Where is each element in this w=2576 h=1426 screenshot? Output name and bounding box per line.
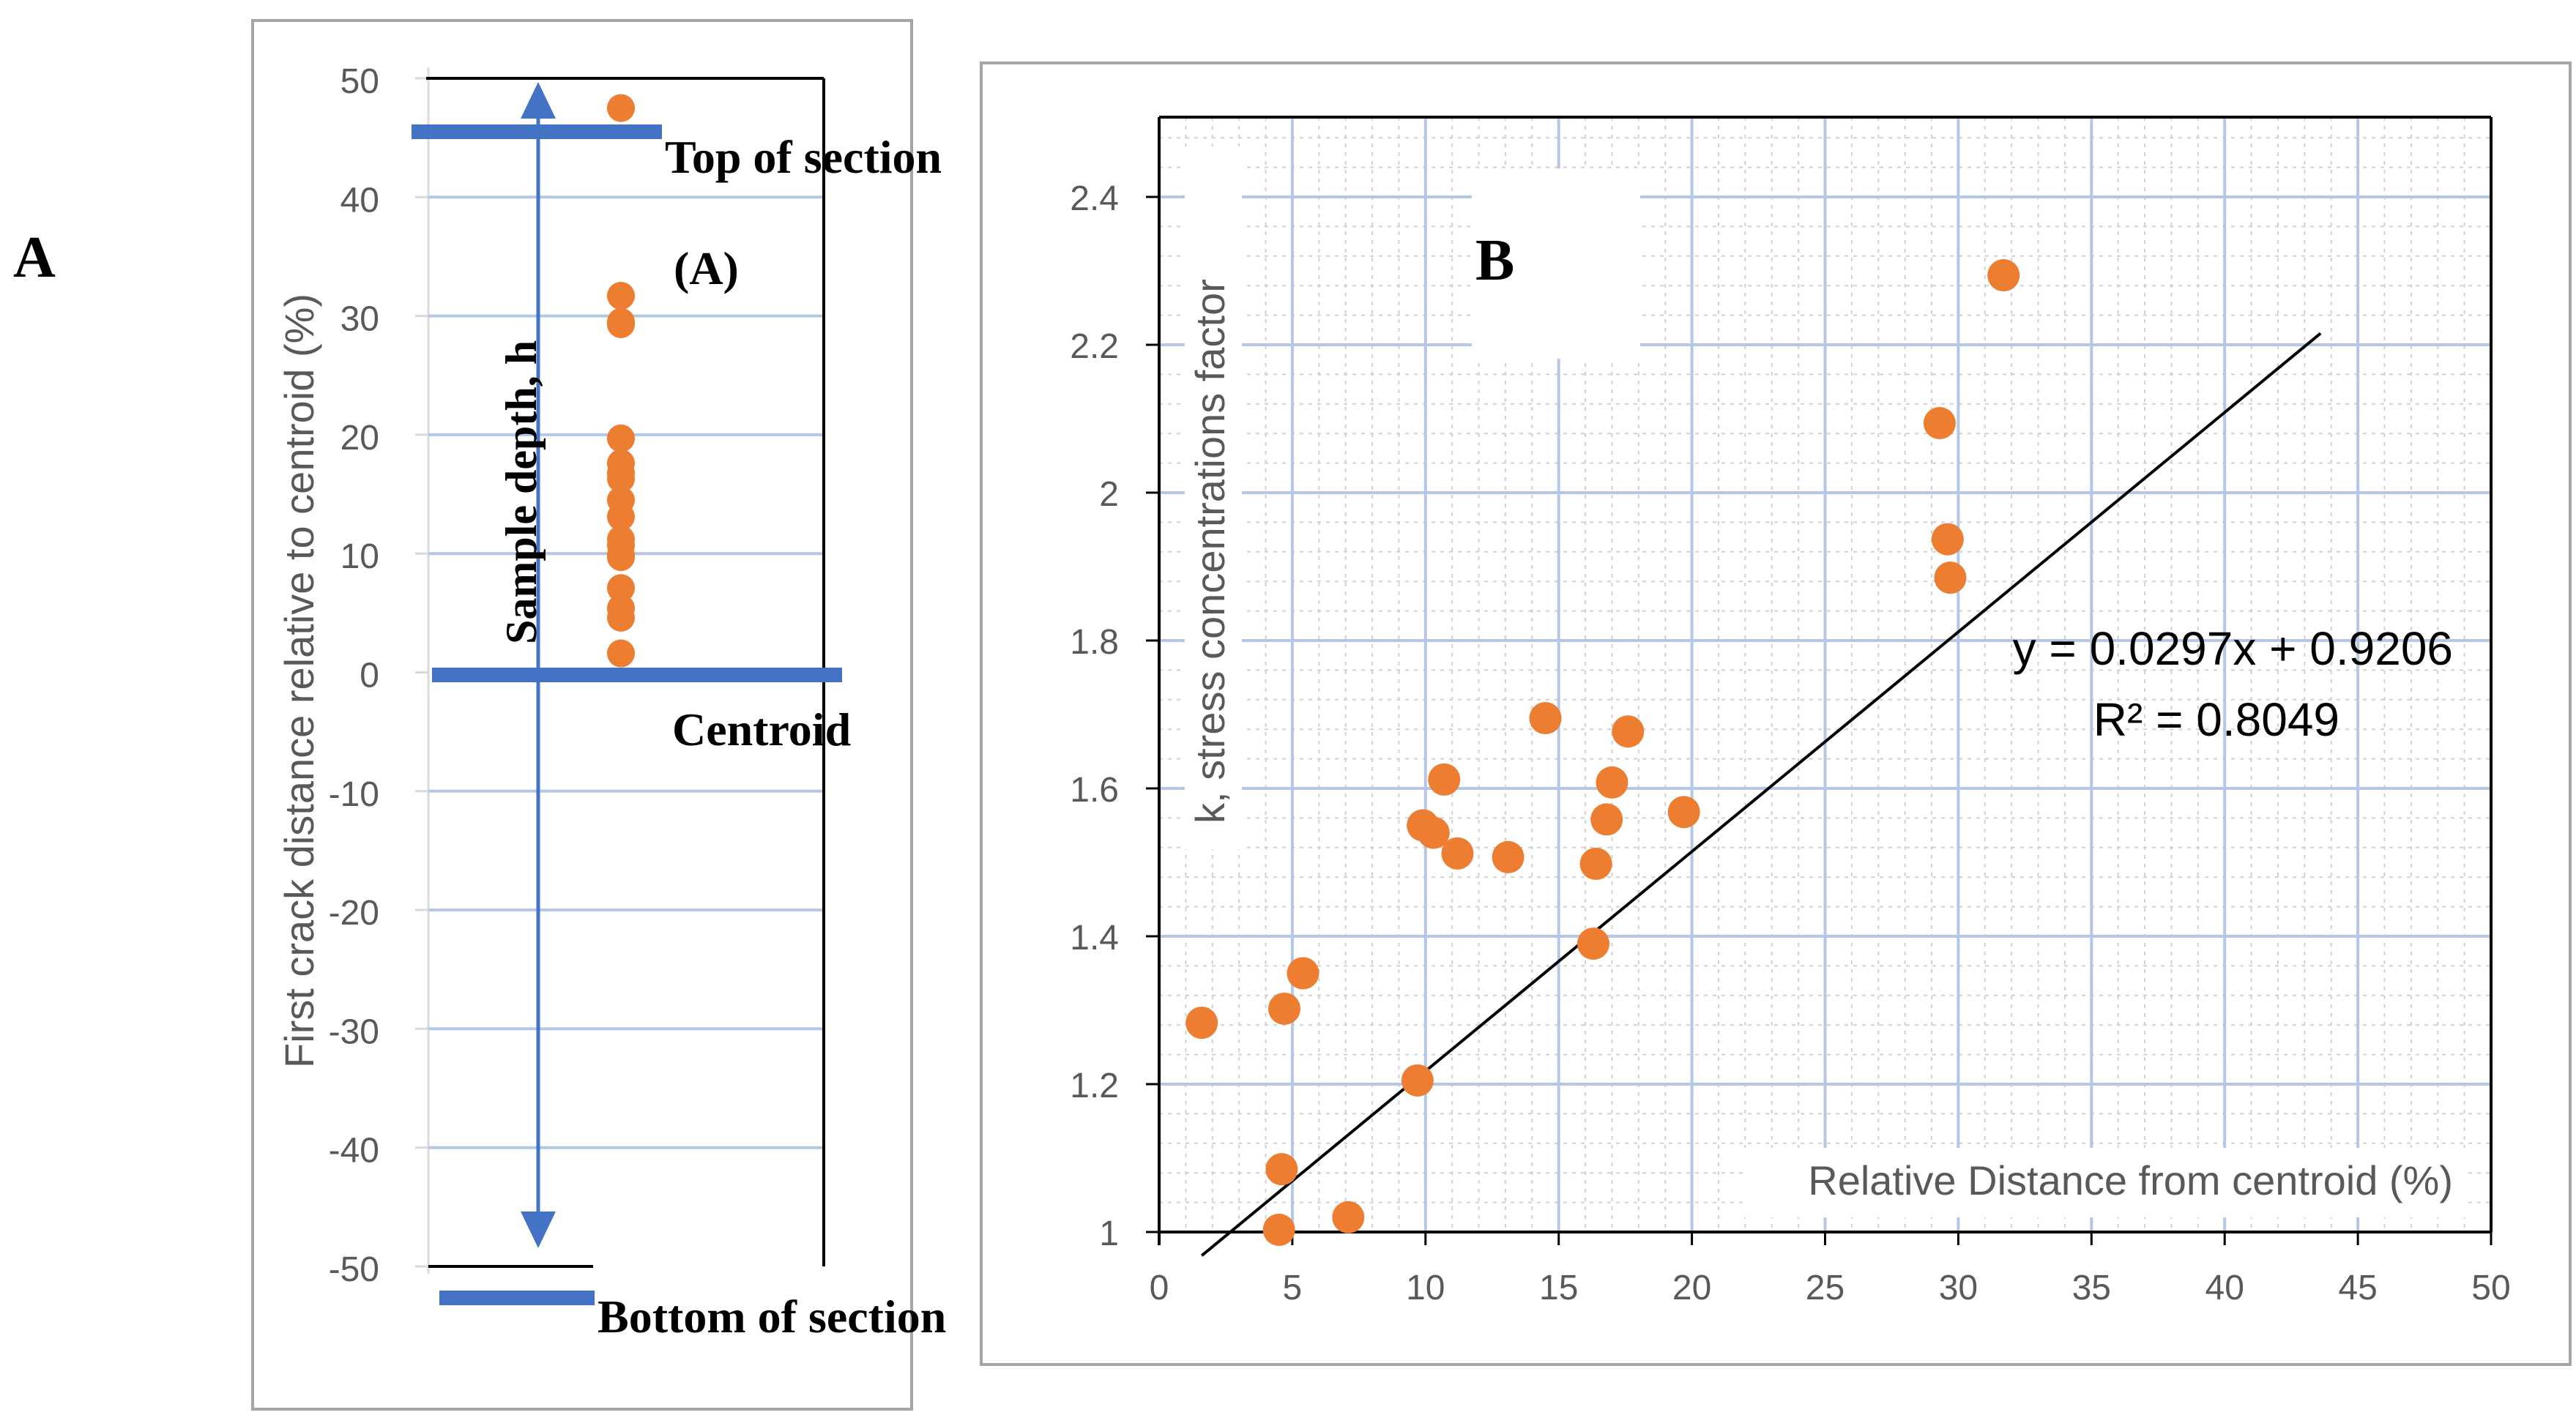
depth-arrow-head-up [521,82,556,119]
chart-b-point [1265,1153,1298,1186]
chart-a-y-tick-label: -20 [329,894,379,933]
chart-b-point [1428,763,1461,796]
chart-a-y-tick-label: 50 [340,62,379,101]
chart-b-y-tick-label: 1.2 [1070,1067,1119,1105]
chart-b-point [1492,840,1525,873]
chart-b-point [1417,816,1450,849]
chart-a-y-tick-label: 30 [340,300,379,339]
chart-b-tick-labels: 0 5 10 15 20 25 30 35 40 45 50 1 1.2 1.4 1.6 1.8 2 2.2 2.4 [1070,179,2510,1307]
chart-a-point [607,639,635,668]
chart-b-point [1262,1213,1295,1246]
chart-a-y-tick-label: 10 [340,537,379,576]
chart-a-frame [251,19,913,1411]
chart-b-y-tick-label: 2.2 [1070,327,1119,366]
top-of-section-label: Top of section [665,131,942,183]
centroid-bar [432,668,842,682]
chart-b-frame [980,61,2572,1366]
sample-depth-label: Sample depth, h [497,340,546,644]
chart-a-point [607,464,635,493]
chart-b-point [1923,407,1956,440]
chart-b-point [1332,1201,1365,1233]
chart-b-point [1529,702,1562,735]
chart-b: 0 5 10 15 20 25 30 35 40 45 50 1 1.2 1.4 1.6 1.8 2 2.2 2.4… [980,61,2572,1366]
chart-a-tick-labels: 50 40 30 20 10 0 -10 -20 -30 -40 -50 [329,62,379,1289]
chart-b-point [1987,259,2020,292]
chart-b-r-squared: R² = 0.8049 [2093,693,2339,746]
chart-a-points [607,94,635,668]
chart-a-title: (A) [674,242,739,294]
chart-a-y-tick-label: 20 [340,419,379,458]
chart-b-point [1934,561,1967,594]
bottom-of-section-label: Bottom of section [598,1291,946,1343]
chart-a-y-tick-label: 40 [340,181,379,220]
chart-a-point [607,574,635,602]
chart-b-point [1267,992,1300,1025]
chart-b-point [1596,766,1628,799]
chart-b-x-tick-label: 40 [2205,1269,2244,1307]
chart-b-title: B [1475,228,1514,293]
chart-a-point [607,94,635,122]
chart-b-point [1401,1064,1434,1097]
chart-b-point [1931,523,1964,556]
chart-a-point [607,543,635,572]
chart-b-x-tick-label: 50 [2471,1269,2510,1307]
chart-b-y-tick-label: 1 [1099,1214,1119,1253]
chart-b-x-tick-label: 25 [1806,1269,1844,1307]
chart-a-y-tick-label: -40 [329,1132,379,1171]
chart-a-point [607,502,635,531]
chart-b-x-tick-label: 45 [2338,1269,2377,1307]
chart-b-y-tick-label: 1.4 [1070,919,1119,957]
chart-b-x-tick-label: 0 [1150,1269,1169,1307]
chart-b-point [1590,803,1623,836]
chart-b-trend-equation: y = 0.0297x + 0.9206 [2013,622,2453,675]
chart-b-point [1441,837,1474,870]
chart-a-annotations: Top of section (A) Centroid Bottom of se… [412,82,946,1343]
chart-a-y-axis-label: First crack distance relative to centroi… [276,294,322,1068]
chart-b-ylabel-mask [1185,146,1242,849]
chart-a-y-tick-label: -50 [329,1250,379,1289]
chart-a-y-tick-label: 0 [360,657,379,695]
panel-label-outer: A [13,225,56,290]
chart-b-x-tick-label: 10 [1406,1269,1445,1307]
chart-b-y-axis-label: k, stress concentrations factor [1187,279,1233,824]
bottom-of-section-bar [439,1291,595,1305]
chart-a-y-tick-label: -10 [329,775,379,814]
chart-a-y-tick-label: -30 [329,1012,379,1051]
chart-b-y-tick-label: 2 [1099,475,1119,514]
chart-b-x-tick-label: 20 [1672,1269,1711,1307]
chart-a-point [607,603,635,632]
centroid-label: Centroid [672,703,851,755]
chart-b-x-tick-label: 5 [1283,1269,1303,1307]
chart-b-y-tick-label: 2.4 [1070,179,1119,218]
chart-b-axes [1146,116,2493,1245]
chart-a-point [607,424,635,452]
chart-b-xlabel-mask [1743,1148,2468,1217]
chart-b-x-tick-label: 35 [2072,1269,2111,1307]
chart-b-point [1667,796,1700,829]
chart-a-point [607,310,635,338]
chart-b-point [1612,715,1645,748]
chart-b-trendline [1200,332,2322,1257]
chart-b-point [1185,1007,1218,1039]
chart-b-point [1287,957,1319,990]
depth-arrow-head-down [521,1212,556,1248]
chart-b-point [1577,927,1609,960]
chart-a-point [607,282,635,310]
chart-a: 50 40 30 20 10 0 -10 -20 -30 -40 -50 First crack d… [251,19,946,1411]
chart-b-y-tick-label: 1.6 [1070,771,1119,810]
chart-b-x-axis-label: Relative Distance from centroid (%) [1808,1157,2453,1203]
chart-b-y-tick-label: 1.8 [1070,623,1119,662]
chart-b-points [1185,259,2020,1246]
chart-b-title-mask [1472,168,1640,359]
chart-b-point [1579,848,1612,881]
chart-b-x-tick-label: 30 [1939,1269,1978,1307]
chart-b-x-tick-label: 15 [1539,1269,1578,1307]
